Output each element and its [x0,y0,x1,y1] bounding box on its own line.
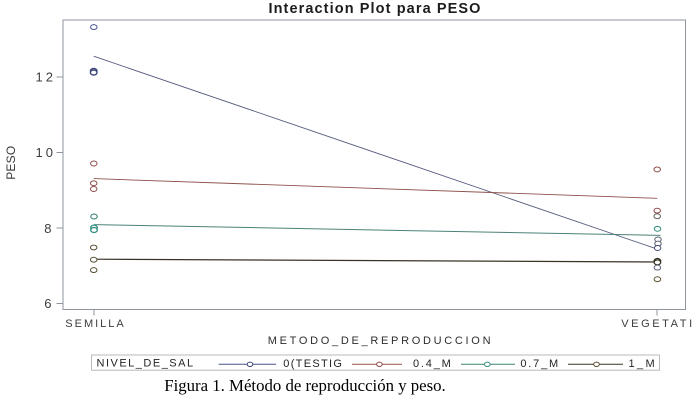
svg-text:6: 6 [44,296,51,311]
svg-text:PESO: PESO [4,146,18,180]
svg-text:0.4_M: 0.4_M [413,358,453,370]
svg-text:8: 8 [44,221,51,236]
svg-text:0.7_M: 0.7_M [520,358,560,370]
svg-text:VEGETATI: VEGETATI [621,318,695,330]
svg-text:0(TESTIG: 0(TESTIG [283,358,343,370]
svg-text:Interaction Plot para PESO: Interaction Plot para PESO [268,1,481,17]
svg-text:METODO_DE_REPRODUCCION: METODO_DE_REPRODUCCION [268,335,493,347]
svg-text:NIVEL_DE_SAL: NIVEL_DE_SAL [97,357,195,369]
svg-text:Figura 1. Método de reproducci: Figura 1. Método de reproducción y peso. [164,376,446,395]
svg-text:SEMILLA: SEMILLA [65,318,125,330]
svg-text:1_M: 1_M [629,358,658,370]
svg-text:12: 12 [36,70,56,85]
svg-text:10: 10 [36,145,56,160]
